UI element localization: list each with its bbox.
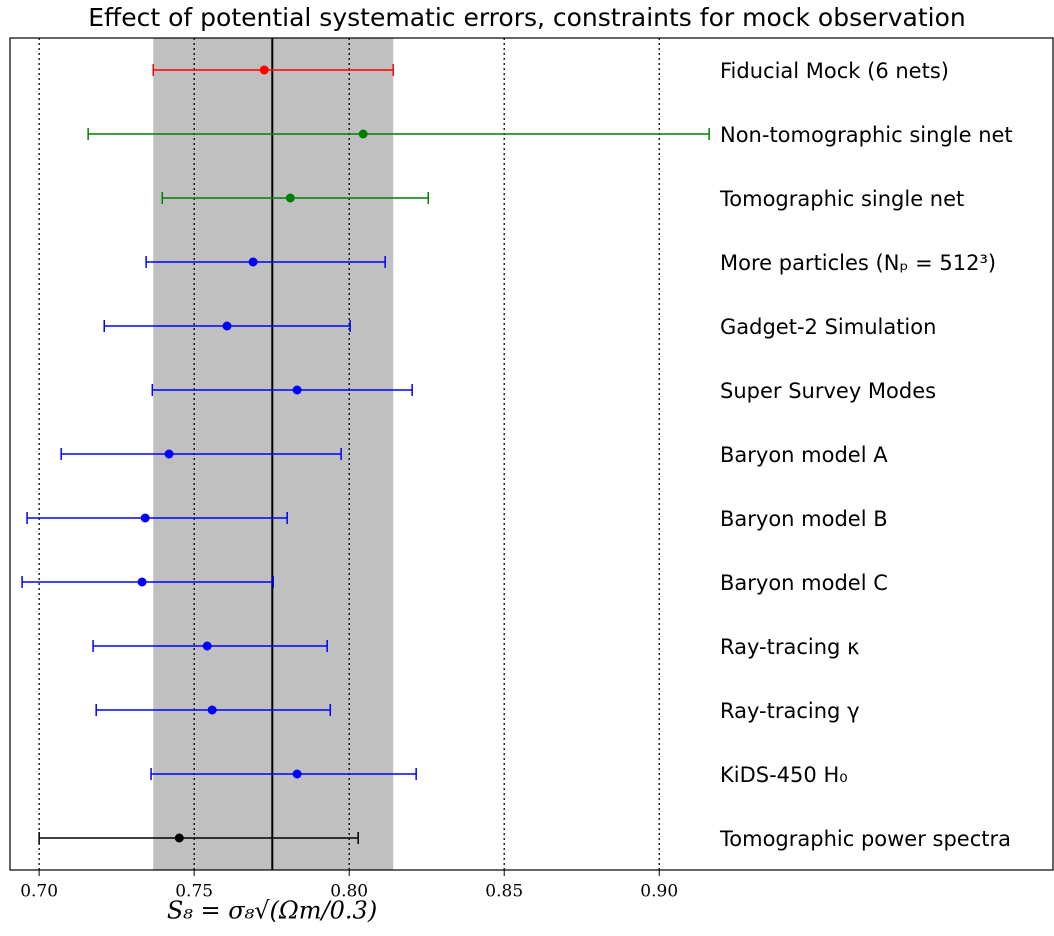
chart-title: Effect of potential systematic errors, c… xyxy=(88,3,966,32)
x-tick-label: 0.75 xyxy=(175,882,213,902)
point xyxy=(202,641,212,651)
plot-frame xyxy=(9,37,1054,871)
x-axis-label: S₈ = σ₈√(Ωm/0.3) xyxy=(167,897,377,925)
point xyxy=(248,257,258,267)
category-label: Tomographic single net xyxy=(719,187,964,211)
x-tick-label: 0.85 xyxy=(485,882,523,902)
category-label: Baryon model C xyxy=(720,571,888,595)
category-label: Baryon model B xyxy=(720,507,888,531)
category-label: More particles (Nₚ = 512³) xyxy=(720,251,996,275)
point xyxy=(207,705,217,715)
category-label: Non-tomographic single net xyxy=(720,123,1013,147)
point xyxy=(259,65,269,75)
category-label: Super Survey Modes xyxy=(720,379,936,403)
point xyxy=(292,385,302,395)
point xyxy=(174,833,184,843)
category-label: KiDS-450 H₀ xyxy=(720,763,848,787)
category-label: Baryon model A xyxy=(720,443,888,467)
point xyxy=(140,513,150,523)
category-label: Gadget-2 Simulation xyxy=(720,315,936,339)
point xyxy=(137,577,147,587)
point xyxy=(358,129,368,139)
point xyxy=(292,769,302,779)
category-label: Fiducial Mock (6 nets) xyxy=(720,59,949,83)
category-label: Ray-tracing γ xyxy=(720,699,860,723)
category-label: Ray-tracing κ xyxy=(720,635,859,659)
point xyxy=(164,449,174,459)
point xyxy=(222,321,232,331)
point xyxy=(285,193,295,203)
x-tick-label: 0.90 xyxy=(640,882,678,902)
category-label: Tomographic power spectra xyxy=(719,827,1011,851)
x-tick-label: 0.80 xyxy=(330,882,368,902)
x-tick-label: 0.70 xyxy=(20,882,58,902)
